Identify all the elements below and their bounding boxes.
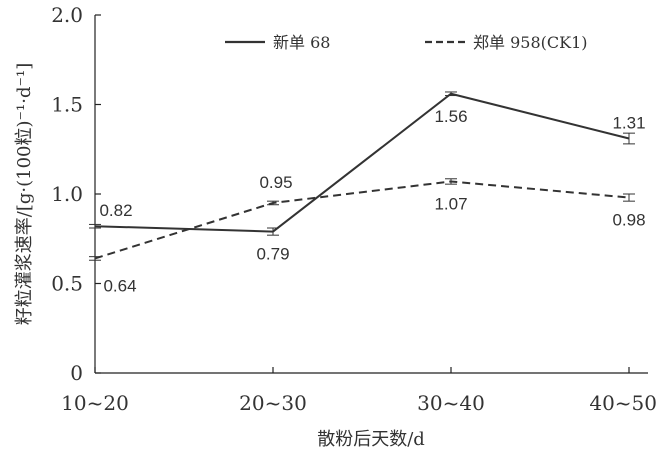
y-tick-label: 1.5	[51, 93, 83, 117]
data-label: 0.95	[259, 173, 292, 192]
data-label: 0.82	[99, 201, 132, 220]
y-tick-label: 0	[70, 361, 83, 385]
error-bar	[445, 91, 457, 97]
series-1: 0.64 0.95 1.07 0.98	[89, 173, 646, 295]
data-label: 0.79	[256, 245, 289, 264]
y-tick-label: 0.5	[51, 272, 83, 296]
series-line	[94, 92, 630, 233]
x-tick-label: 40~50	[589, 391, 657, 415]
data-label: 0.98	[612, 211, 645, 230]
x-tick-label: 30~40	[417, 391, 485, 415]
data-label: 1.07	[434, 194, 467, 213]
series-layer: 0.82 0.79 1.56 1.31 0.64 0.95 1.07 0.98	[89, 91, 646, 295]
series-line	[94, 180, 630, 260]
error-bar	[445, 178, 457, 185]
error-bar	[89, 223, 101, 229]
x-tick-label: 20~30	[239, 391, 307, 415]
y-axis-title: 籽粒灌浆速率/[g·(100粒)⁻¹·d⁻¹]	[14, 63, 35, 325]
legend-item: 新单 68	[225, 33, 330, 52]
x-tick-label: 10~20	[61, 391, 129, 415]
y-tick-label: 2.0	[51, 3, 83, 27]
x-axis-title: 散粉后天数/d	[317, 429, 425, 450]
legend-label: 新单 68	[273, 33, 330, 52]
error-bar	[623, 132, 635, 145]
error-bar	[267, 227, 279, 236]
legend-item: 郑单 958(CK1)	[425, 33, 588, 52]
error-bar	[623, 193, 635, 202]
series-0: 0.82 0.79 1.56 1.31	[89, 91, 646, 264]
legend: 新单 68 郑单 958(CK1)	[225, 33, 588, 52]
x-ticks: 10~20 20~30 30~40 40~50	[61, 367, 657, 415]
data-label: 0.64	[103, 276, 136, 295]
y-tick-label: 1.0	[51, 182, 83, 206]
data-label: 1.56	[434, 107, 467, 126]
y-ticks: 0 0.5 1.0 1.5 2.0	[51, 3, 101, 385]
legend-label: 郑单 958(CK1)	[473, 33, 588, 52]
error-bar	[89, 256, 101, 261]
error-bar	[267, 200, 279, 206]
data-label: 1.31	[612, 114, 645, 133]
